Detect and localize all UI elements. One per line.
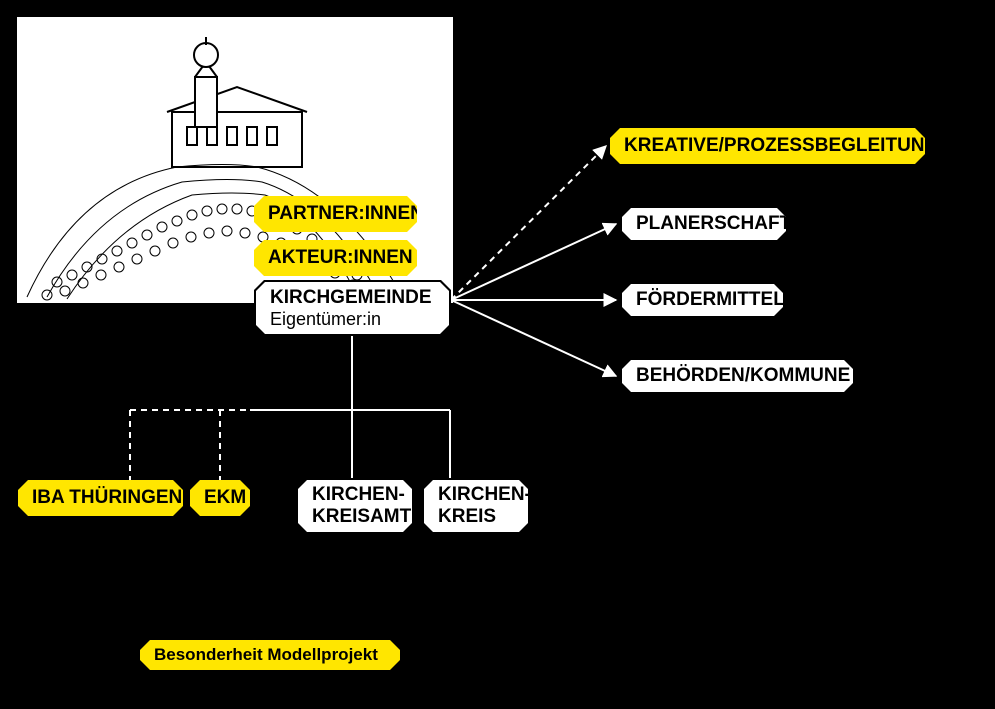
- node-kreative: KREATIVE/PROZESSBEGLEITUNG: [610, 128, 925, 164]
- legend-swatch: Besonderheit Modellprojekt: [140, 640, 400, 670]
- node-partnerinnen: PARTNER:INNEN: [254, 196, 417, 232]
- label: EKM: [204, 487, 236, 509]
- node-kirchgemeinde: KIRCHGEMEINDE Eigentümer:in: [254, 280, 451, 336]
- label: AKTEUR:INNEN: [268, 247, 403, 269]
- label: BEHÖRDEN/KOMMUNE: [636, 365, 839, 387]
- node-ekm: EKM: [190, 480, 250, 516]
- diagram-stage: PARTNER:INNEN AKTEUR:INNEN KIRCHGEMEINDE…: [0, 0, 995, 709]
- legend-label: Besonderheit Modellprojekt: [154, 645, 386, 665]
- node-akteurinnen: AKTEUR:INNEN: [254, 240, 417, 276]
- node-planerschaft: PLANERSCHAFT: [620, 206, 788, 242]
- node-kreis: KIRCHEN- KREIS: [422, 478, 530, 534]
- label: PARTNER:INNEN: [268, 203, 403, 225]
- sublabel: Eigentümer:in: [270, 309, 435, 330]
- label: PLANERSCHAFT: [636, 213, 772, 235]
- node-foerdermittel: FÖRDERMITTEL: [620, 282, 785, 318]
- label: IBA THÜRINGEN: [32, 487, 169, 509]
- label: KREATIVE/PROZESSBEGLEITUNG: [624, 135, 911, 157]
- label: KIRCHGEMEINDE: [270, 287, 435, 309]
- label: KIRCHEN- KREISAMT: [312, 484, 398, 528]
- label: KIRCHEN- KREIS: [438, 484, 514, 528]
- node-behoerden: BEHÖRDEN/KOMMUNE: [620, 358, 855, 394]
- node-iba: IBA THÜRINGEN: [18, 480, 183, 516]
- node-kreisamt: KIRCHEN- KREISAMT: [296, 478, 414, 534]
- label: FÖRDERMITTEL: [636, 289, 769, 311]
